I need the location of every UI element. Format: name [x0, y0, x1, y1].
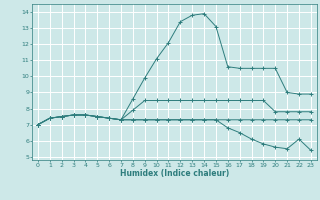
X-axis label: Humidex (Indice chaleur): Humidex (Indice chaleur): [120, 169, 229, 178]
